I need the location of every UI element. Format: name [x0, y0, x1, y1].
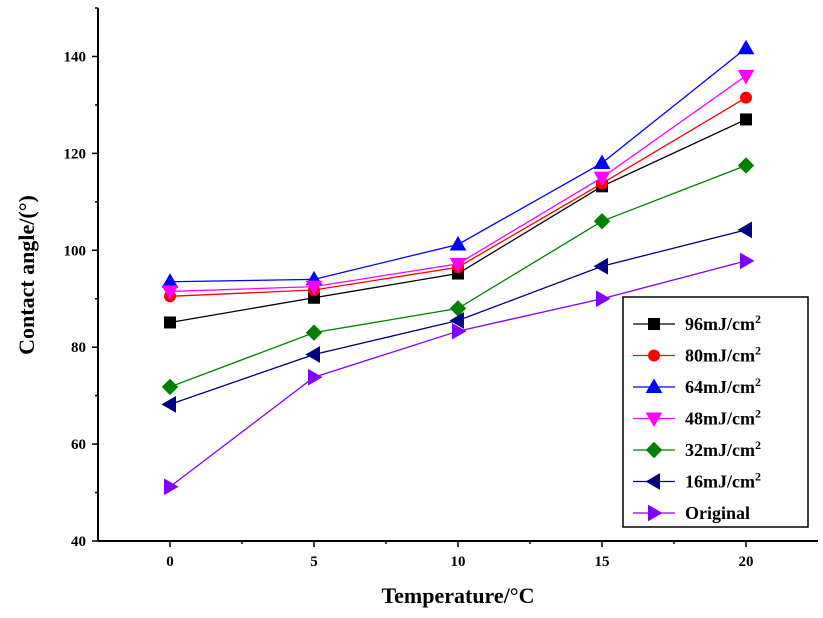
legend-item: 96mJ/cm2 — [633, 312, 761, 334]
data-point — [737, 69, 755, 85]
y-tick-label: 120 — [64, 146, 87, 162]
data-point — [161, 273, 179, 288]
series-6 — [164, 252, 755, 496]
y-tick-label: 40 — [71, 534, 86, 550]
legend-label-superscript: 2 — [755, 407, 761, 421]
data-point — [164, 478, 179, 496]
axes: 40 60 80 100 120 140 0 5 10 15 20 — [64, 7, 818, 570]
x-tick-label: 15 — [595, 554, 610, 570]
data-point — [449, 257, 467, 273]
legend-label-superscript: 2 — [755, 438, 761, 452]
series-4 — [161, 157, 755, 396]
series-2 — [161, 39, 755, 288]
data-point — [593, 212, 611, 230]
legend-item: 48mJ/cm2 — [633, 407, 761, 429]
legend-marker — [648, 318, 660, 330]
data-point — [740, 91, 752, 104]
x-tick-label: 10 — [451, 554, 466, 570]
legend-label: 64mJ/cm2 — [685, 375, 761, 397]
y-tick-label: 80 — [71, 340, 86, 356]
legend-label: 48mJ/cm2 — [685, 407, 761, 429]
data-point — [449, 312, 464, 329]
legend-label: 80mJ/cm2 — [685, 344, 761, 366]
legend-label-superscript: 2 — [755, 375, 761, 389]
legend-label: Original — [685, 503, 750, 523]
legend-label-text: 80mJ/cm — [685, 346, 755, 366]
legend-item: 32mJ/cm2 — [633, 438, 761, 460]
legend-marker — [645, 412, 663, 428]
data-point — [161, 285, 179, 300]
data-point — [305, 280, 323, 296]
legend-label-text: 48mJ/cm — [685, 409, 755, 429]
y-tick-label: 140 — [64, 49, 87, 65]
data-point — [308, 368, 323, 386]
legend-label: 32mJ/cm2 — [685, 438, 761, 460]
legend-item: Original — [633, 503, 750, 523]
legend-box — [622, 296, 809, 528]
legend-marker — [645, 473, 660, 490]
legend: 96mJ/cm280mJ/cm264mJ/cm248mJ/cm232mJ/cm2… — [622, 296, 809, 528]
series-layer — [161, 39, 755, 496]
x-tick-label: 20 — [739, 554, 754, 570]
legend-item: 64mJ/cm2 — [633, 375, 761, 397]
legend-label-text: 16mJ/cm — [685, 472, 755, 492]
y-tick-label: 60 — [71, 437, 86, 453]
legend-label-superscript: 2 — [755, 344, 761, 358]
series-3 — [161, 69, 755, 300]
data-point — [593, 171, 611, 187]
data-point — [593, 154, 611, 170]
legend-marker — [645, 441, 663, 459]
data-point — [737, 39, 755, 55]
x-tick-label: 5 — [310, 554, 318, 570]
data-point — [740, 113, 752, 126]
series-0 — [164, 113, 752, 329]
data-point — [593, 257, 608, 275]
y-tick-label: 100 — [64, 243, 87, 259]
legend-label-text: 96mJ/cm — [685, 314, 755, 334]
legend-label-text: 32mJ/cm — [685, 440, 755, 460]
y-axis-title: Contact angle/(°) — [14, 195, 39, 355]
legend-marker — [648, 504, 663, 522]
legend-marker — [645, 378, 663, 393]
data-point — [737, 157, 755, 174]
data-point — [452, 322, 467, 340]
data-point — [305, 324, 323, 341]
legend-label-superscript: 2 — [755, 470, 761, 484]
data-point — [737, 221, 752, 239]
legend-label-text: 64mJ/cm — [685, 377, 755, 397]
data-point — [449, 235, 467, 251]
data-point — [596, 290, 611, 308]
legend-label-superscript: 2 — [755, 312, 761, 326]
legend-label: 16mJ/cm2 — [685, 470, 761, 492]
data-point — [740, 252, 755, 270]
legend-item: 80mJ/cm2 — [633, 344, 761, 366]
data-point — [305, 346, 320, 363]
data-point — [164, 316, 176, 329]
legend-marker — [648, 349, 660, 362]
data-point — [161, 395, 176, 413]
data-point — [161, 378, 179, 396]
series-5 — [161, 221, 752, 413]
x-tick-label: 0 — [166, 554, 174, 570]
legend-label-text: Original — [685, 503, 750, 523]
legend-label: 96mJ/cm2 — [685, 312, 761, 334]
x-axis-title: Temperature/°C — [381, 583, 534, 608]
legend-item: 16mJ/cm2 — [633, 470, 761, 492]
